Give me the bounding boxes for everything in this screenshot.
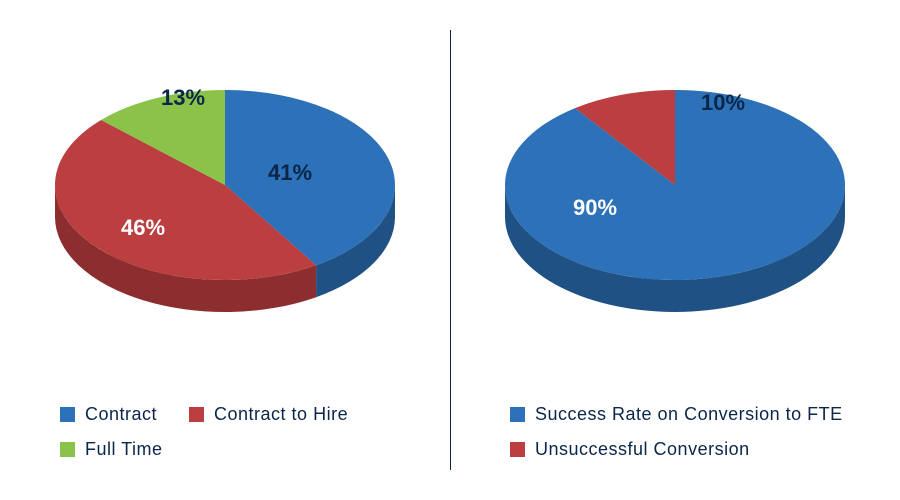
legend-swatch (189, 407, 204, 422)
pie-slice-label: 13% (161, 85, 205, 110)
legend-swatch (510, 442, 525, 457)
pie-slice-label: 90% (573, 195, 617, 220)
employment-type-legend: Contract Contract to Hire Full Time (60, 404, 430, 460)
pie-slice-label: 46% (121, 215, 165, 240)
employment-type-pie-chart: 41% 46% 13% (25, 40, 425, 340)
right-panel: 90% 10% Success Rate on Conversion to FTE… (450, 0, 900, 500)
legend-label: Contract to Hire (214, 404, 348, 425)
legend-swatch (60, 407, 75, 422)
legend-label: Success Rate on Conversion to FTE (535, 404, 843, 425)
conversion-rate-pie-chart: 90% 10% (475, 40, 875, 340)
legend-swatch (510, 407, 525, 422)
legend-item: Full Time (60, 439, 163, 460)
legend-item: Contract (60, 404, 157, 425)
conversion-rate-legend: Success Rate on Conversion to FTE Unsucce… (510, 404, 880, 460)
legend-item: Unsuccessful Conversion (510, 439, 750, 460)
charts-container: 41% 46% 13% Contract Contract to Hire Full T… (0, 0, 900, 500)
pie-slice-label: 41% (268, 160, 312, 185)
legend-item: Success Rate on Conversion to FTE (510, 404, 843, 425)
legend-label: Contract (85, 404, 157, 425)
legend-label: Unsuccessful Conversion (535, 439, 750, 460)
pie-slice-label: 10% (701, 90, 745, 115)
left-panel: 41% 46% 13% Contract Contract to Hire Full T… (0, 0, 450, 500)
legend-label: Full Time (85, 439, 163, 460)
legend-item: Contract to Hire (189, 404, 348, 425)
legend-swatch (60, 442, 75, 457)
